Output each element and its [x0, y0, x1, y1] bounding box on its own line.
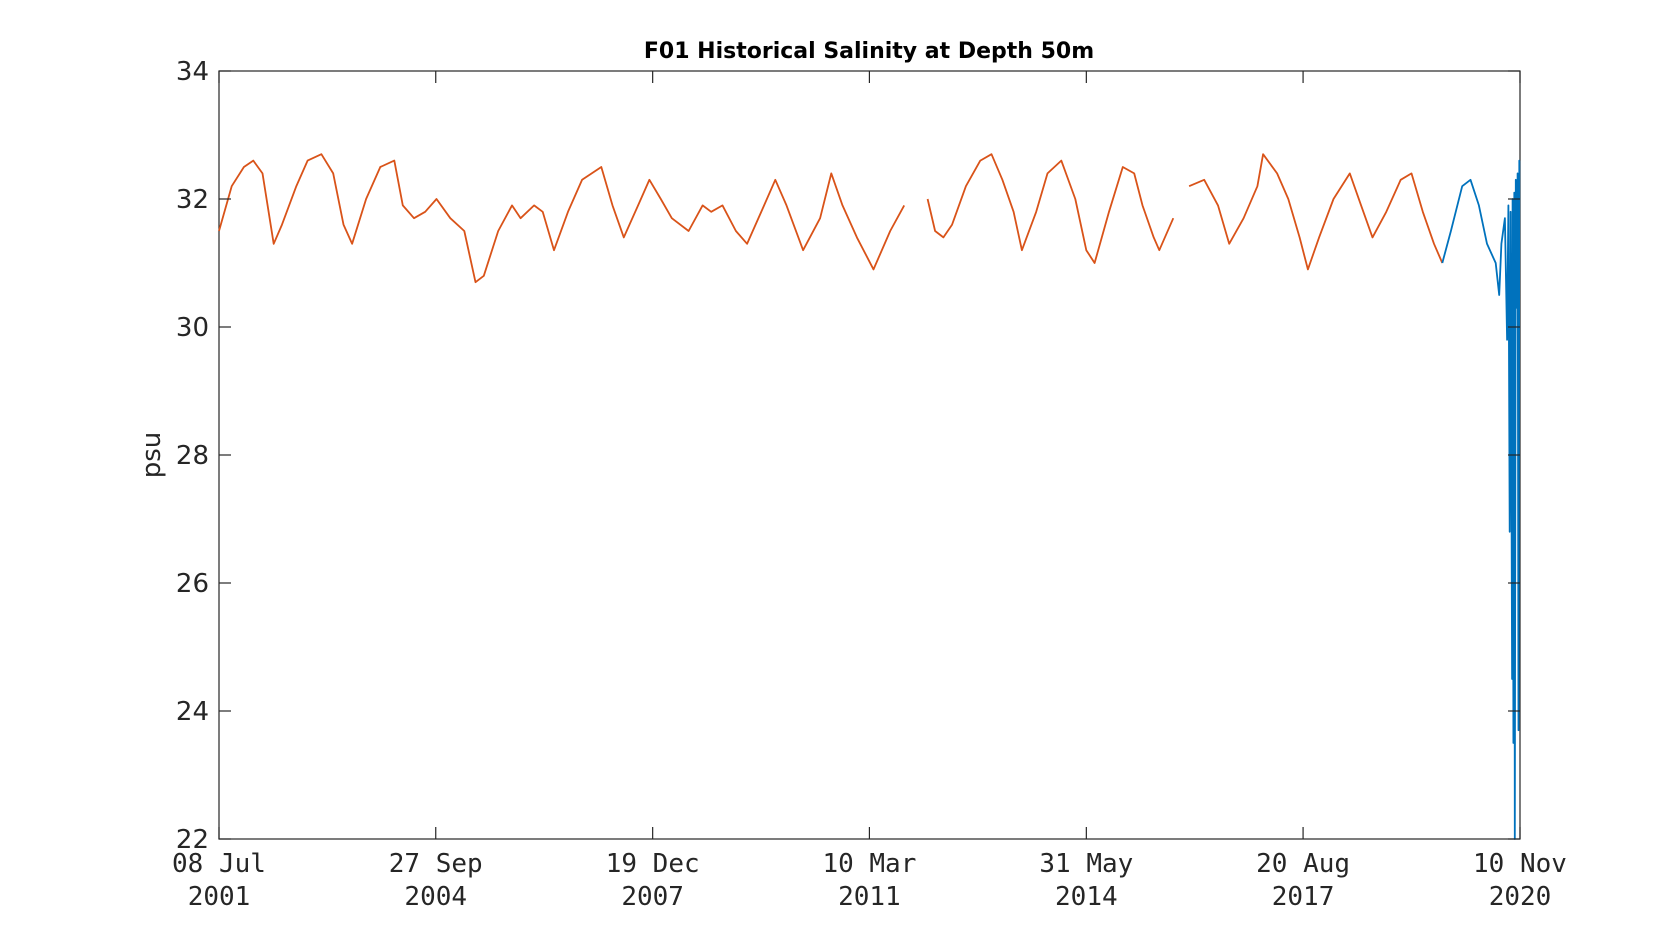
x-tick-label-date: 20 Aug [1256, 849, 1350, 879]
plot-frame [218, 70, 1521, 840]
y-tick-label: 24 [176, 697, 209, 727]
series-1-segment-1 [218, 153, 905, 284]
x-tick-label-year: 2017 [1272, 882, 1335, 912]
y-tick-label: 26 [176, 569, 209, 599]
x-tick-label-date: 10 Mar [822, 849, 916, 879]
x-tick-label-date: 08 Jul [172, 849, 266, 879]
series-1-segment-2 [926, 153, 1175, 264]
series-1-segment-3 [1188, 153, 1444, 271]
series-layer [218, 153, 1521, 840]
y-axis-label: psu [137, 432, 167, 479]
y-tick-label: 30 [176, 313, 209, 343]
x-tick-label-date: 27 Sep [389, 849, 483, 879]
x-tick-label-date: 10 Nov [1473, 849, 1567, 879]
x-tick-label-date: 31 May [1039, 849, 1133, 879]
y-tick-label: 34 [176, 57, 209, 87]
x-tick-label-year: 2001 [188, 882, 251, 912]
x-tick-label-year: 2014 [1055, 882, 1118, 912]
series-2-segment-1 [1441, 159, 1521, 840]
x-tick-label-date: 19 Dec [606, 849, 700, 879]
x-tick-label-year: 2007 [621, 882, 684, 912]
x-tick-label-year: 2020 [1489, 882, 1552, 912]
y-tick-label: 28 [176, 441, 209, 471]
y-tick-label: 32 [176, 185, 209, 215]
y-axis: 22 24 26 28 30 32 34 [176, 57, 1520, 855]
y-tick-label: 22 [176, 825, 209, 855]
x-tick-label-year: 2011 [838, 882, 901, 912]
x-tick-label-year: 2004 [404, 882, 467, 912]
chart-title: F01 Historical Salinity at Depth 50m [644, 39, 1094, 64]
